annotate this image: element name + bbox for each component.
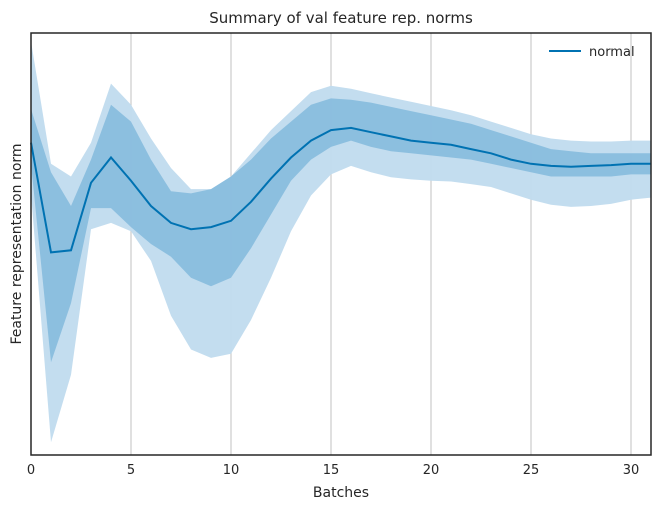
- x-tick-label-15: 15: [323, 463, 340, 478]
- legend-label-normal: normal: [589, 45, 635, 60]
- x-tick-label-20: 20: [423, 463, 440, 478]
- inner-confidence-band: [31, 98, 651, 363]
- plot-frame: [30, 32, 652, 456]
- x-tick-labels: 0 5 10 15 20 25 30: [27, 463, 639, 478]
- x-tick-label-10: 10: [223, 463, 240, 478]
- x-axis-label: Batches: [313, 485, 369, 501]
- legend: normal: [549, 45, 635, 60]
- x-tick-label-25: 25: [523, 463, 540, 478]
- y-axis-label: Feature representation norm: [9, 143, 25, 344]
- series-line-normal: [30, 126, 651, 254]
- x-tick-label-0: 0: [27, 463, 35, 478]
- x-tick-label-5: 5: [127, 463, 135, 478]
- x-tick-label-30: 30: [623, 463, 640, 478]
- chart-title: Summary of val feature rep. norms: [209, 9, 473, 27]
